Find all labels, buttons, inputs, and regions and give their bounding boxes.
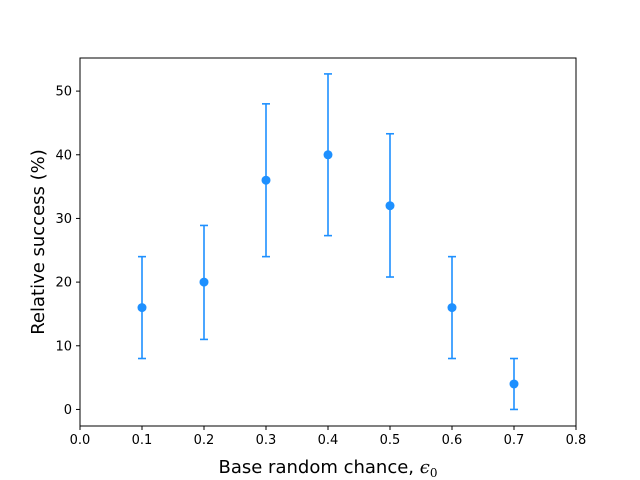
x-tick-label: 0.4: [318, 433, 339, 448]
x-tick-label: 0.3: [256, 433, 277, 448]
data-point: [509, 379, 519, 389]
data-point: [385, 201, 395, 211]
y-tick-label: 30: [55, 212, 72, 227]
x-tick-label: 0.5: [380, 433, 401, 448]
data-point: [447, 303, 457, 313]
x-tick-label: 0.0: [70, 433, 91, 448]
x-axis-title-subscript: 0: [430, 466, 438, 480]
x-axis: 0.0 0.1 0.2 0.3 0.4 0.5 0.6 0.7 0.8: [70, 426, 587, 448]
y-axis-title: Relative success (%): [28, 149, 49, 335]
y-tick-label: 10: [55, 339, 72, 354]
y-axis: 0 10 20 30 40 50: [55, 85, 80, 418]
x-axis-title: Base random chance, ϵ0: [219, 457, 438, 480]
y-tick-label: 40: [55, 148, 72, 163]
y-tick-label: 50: [55, 85, 72, 100]
x-axis-title-text: Base random chance,: [219, 457, 420, 478]
x-tick-label: 0.1: [132, 433, 153, 448]
x-tick-label: 0.2: [194, 433, 215, 448]
data-point: [323, 150, 333, 160]
x-tick-label: 0.6: [442, 433, 463, 448]
y-tick-label: 0: [64, 403, 72, 418]
data-marks: [137, 73, 519, 411]
x-tick-label: 0.8: [566, 433, 587, 448]
x-axis-title-symbol: ϵ: [420, 457, 430, 478]
data-point: [261, 175, 271, 185]
data-point: [137, 303, 147, 313]
data-point: [199, 277, 209, 287]
y-tick-label: 20: [55, 276, 72, 291]
x-tick-label: 0.7: [504, 433, 525, 448]
